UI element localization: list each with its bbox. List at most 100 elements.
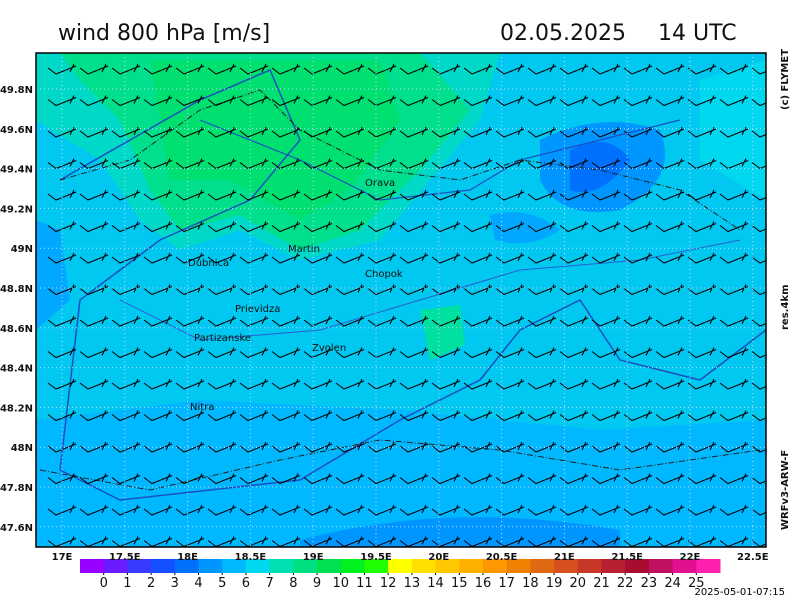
wind-barb xyxy=(239,473,269,485)
wind-barb xyxy=(463,63,493,75)
wind-barb xyxy=(687,126,717,138)
wind-barb xyxy=(239,441,269,453)
lon-tick-label: 22E xyxy=(680,552,701,563)
wind-barb xyxy=(271,126,301,138)
wind-barb xyxy=(271,221,301,233)
wind-barb xyxy=(207,504,237,516)
wind-barb xyxy=(495,504,525,516)
wind-barb xyxy=(495,473,525,485)
wind-barb xyxy=(687,95,717,107)
wind-barb xyxy=(591,189,621,201)
colorbar-cell xyxy=(269,559,294,573)
wind-barb xyxy=(175,473,205,485)
colorbar-label: 5 xyxy=(218,576,226,591)
wind-barb xyxy=(111,441,141,453)
wind-barb xyxy=(207,441,237,453)
wind-barb xyxy=(591,252,621,264)
colorbar-cell xyxy=(80,559,105,573)
wind-barb xyxy=(143,473,173,485)
wind-barb xyxy=(559,347,589,359)
wind-barb xyxy=(591,441,621,453)
wind-barb xyxy=(495,378,525,390)
wind-barb xyxy=(399,347,429,359)
wind-barb xyxy=(431,95,461,107)
wind-barb xyxy=(591,315,621,327)
wind-barb xyxy=(495,126,525,138)
wind-barb xyxy=(335,347,365,359)
resolution: res.4km xyxy=(780,285,791,331)
lon-tick-label: 17E xyxy=(52,552,73,563)
wind-barb xyxy=(463,315,493,327)
colorbar-label: 4 xyxy=(194,576,202,591)
colorbar-label: 13 xyxy=(404,576,421,591)
wind-barb xyxy=(303,221,333,233)
colorbar-label: 9 xyxy=(313,576,321,591)
city-label: Orava xyxy=(365,178,395,189)
wind-barb xyxy=(559,378,589,390)
wind-barb xyxy=(303,252,333,264)
wind-barb xyxy=(207,95,237,107)
wind-barb xyxy=(431,189,461,201)
wind-barb xyxy=(79,189,109,201)
colorbar-label: 8 xyxy=(289,576,297,591)
wind-barb xyxy=(207,473,237,485)
colorbar-cell xyxy=(648,559,674,573)
colorbar-label: 23 xyxy=(641,576,658,591)
wind-barb xyxy=(655,126,685,138)
field xyxy=(36,53,766,547)
wind-barb xyxy=(559,252,589,264)
wind-barb xyxy=(751,445,766,453)
lon-tick-label: 18.5E xyxy=(235,552,267,563)
lat-tick-label: 49.2N xyxy=(0,204,33,215)
wind-barb xyxy=(751,477,766,485)
wind-barb xyxy=(175,252,205,264)
wind-barb xyxy=(239,189,269,201)
colorbar-label: 17 xyxy=(498,576,515,591)
wind-barb xyxy=(463,126,493,138)
wind-barb xyxy=(111,347,141,359)
wind-barb xyxy=(623,189,653,201)
colorbar-cell xyxy=(364,559,389,573)
wind-barb xyxy=(495,315,525,327)
wind-barb xyxy=(303,504,333,516)
title: wind 800 hPa [m/s] xyxy=(58,21,270,46)
city-label: Nitra xyxy=(190,402,214,413)
lat-tick-label: 48N xyxy=(11,443,33,454)
colorbar-label: 3 xyxy=(171,576,179,591)
wind-barb xyxy=(175,441,205,453)
timestamp: 2025-05-01-07:15 xyxy=(694,587,785,598)
wind-barb xyxy=(335,410,365,422)
wind-barb xyxy=(303,315,333,327)
wind-barb xyxy=(399,441,429,453)
wind-barb xyxy=(367,189,397,201)
wind-barb xyxy=(431,473,461,485)
wind-barb xyxy=(495,95,525,107)
wind-barb xyxy=(239,126,269,138)
wind-barb xyxy=(111,378,141,390)
wind-barb xyxy=(271,189,301,201)
wind-barb xyxy=(495,410,525,422)
wind-barb xyxy=(527,473,557,485)
lon-tick-label: 20.5E xyxy=(486,552,518,563)
wind-barb xyxy=(111,473,141,485)
wind-barb xyxy=(431,378,461,390)
wind-barb xyxy=(463,252,493,264)
wind-barb xyxy=(271,347,301,359)
wind-barb xyxy=(367,252,397,264)
wind-barb xyxy=(79,347,109,359)
wind-barb xyxy=(463,347,493,359)
wind-barb xyxy=(431,315,461,327)
wind-barb xyxy=(527,189,557,201)
wind-barb xyxy=(399,473,429,485)
wind-barb xyxy=(175,63,205,75)
colorbar-cell xyxy=(174,559,200,573)
lat-tick-label: 49N xyxy=(11,244,33,255)
wind-barb xyxy=(591,126,621,138)
city-label: Chopok xyxy=(365,269,403,280)
city-label: Partizanske xyxy=(194,333,251,344)
wind-barb xyxy=(623,221,653,233)
wind-barb xyxy=(143,378,173,390)
wind-barb xyxy=(367,441,397,453)
wind-barb xyxy=(463,441,493,453)
wind-barb xyxy=(399,315,429,327)
